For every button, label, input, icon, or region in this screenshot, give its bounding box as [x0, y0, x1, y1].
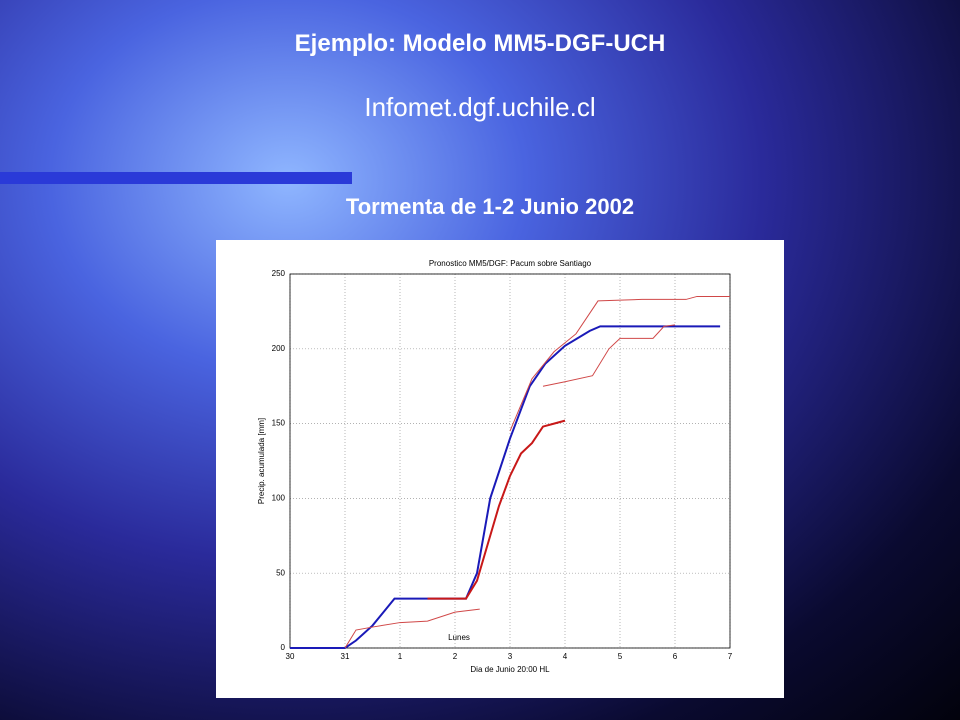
y-tick-label: 100: [272, 494, 286, 503]
annotation: Lunes: [448, 633, 470, 642]
x-tick-label: 7: [728, 652, 733, 661]
line-series: [344, 608, 480, 649]
x-tick-label: 5: [618, 652, 623, 661]
x-tick-label: 30: [286, 652, 295, 661]
line-series: [427, 419, 566, 600]
slide-title: Ejemplo: Modelo MM5-DGF-UCH: [294, 30, 666, 57]
x-tick-label: 31: [341, 652, 350, 661]
x-tick-label: 1: [398, 652, 403, 661]
slide-subtitle: Infomet.dgf.uchile.cl: [364, 92, 596, 122]
chart: Pronostico MM5/DGF: Pacum sobre Santiago…: [216, 240, 784, 698]
x-tick-label: 6: [673, 652, 678, 661]
x-axis-label: Dia de Junio 20:00 HL: [470, 665, 550, 674]
y-tick-label: 50: [276, 568, 285, 577]
accent-bar: [0, 172, 352, 184]
plot-frame: [289, 273, 731, 649]
line-series: [509, 295, 730, 432]
line-series: [542, 324, 676, 387]
y-tick-label: 0: [281, 643, 286, 652]
x-tick-label: 4: [563, 652, 568, 661]
x-tick-label: 3: [508, 652, 513, 661]
y-tick-label: 250: [272, 269, 286, 278]
y-tick-label: 200: [272, 344, 286, 353]
chart-title: Pronostico MM5/DGF: Pacum sobre Santiago: [429, 259, 592, 268]
y-tick-label: 150: [272, 419, 286, 428]
line-series: [290, 325, 721, 649]
slide-heading: Tormenta de 1-2 Junio 2002: [345, 194, 635, 219]
y-axis-label: Precip. acumulada [mm]: [257, 418, 266, 504]
x-tick-label: 2: [453, 652, 458, 661]
